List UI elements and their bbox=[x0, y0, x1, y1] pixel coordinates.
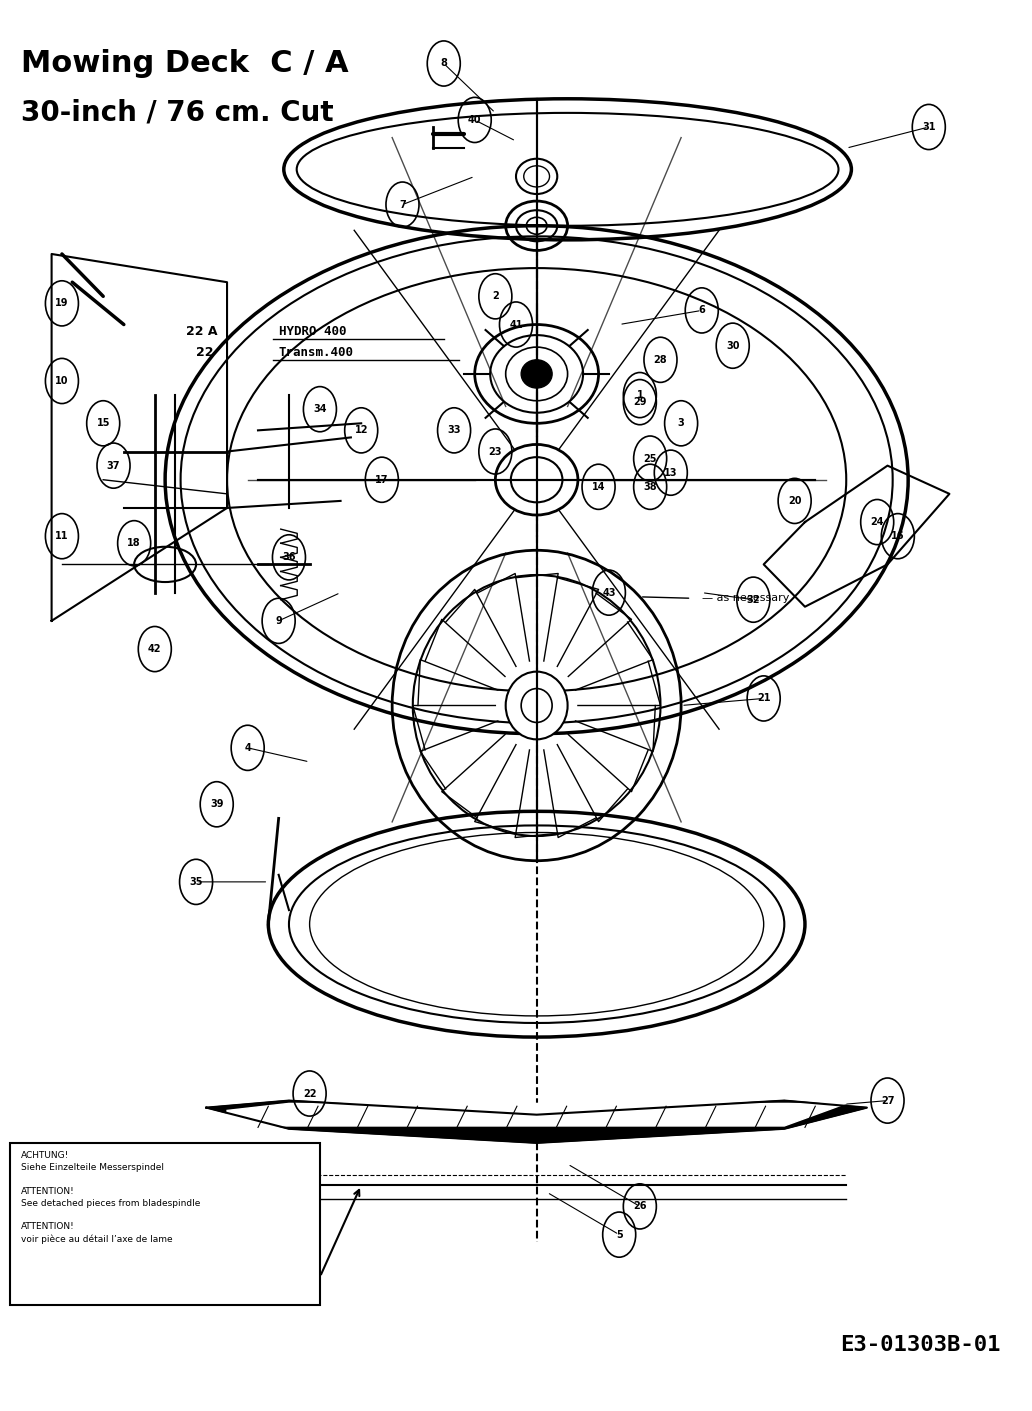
Text: Transm.400: Transm.400 bbox=[279, 346, 354, 360]
Text: 39: 39 bbox=[209, 799, 224, 810]
Text: 6: 6 bbox=[699, 305, 705, 316]
Text: 37: 37 bbox=[106, 460, 121, 471]
Text: 19: 19 bbox=[55, 298, 69, 309]
Text: 32: 32 bbox=[746, 594, 761, 605]
Text: 42: 42 bbox=[148, 643, 162, 655]
Ellipse shape bbox=[521, 360, 552, 388]
Text: 7: 7 bbox=[399, 199, 406, 210]
Text: 12: 12 bbox=[354, 425, 368, 436]
Text: — as necessary: — as necessary bbox=[702, 593, 789, 604]
Text: E3-01303B-01: E3-01303B-01 bbox=[840, 1335, 1001, 1355]
Text: 15: 15 bbox=[96, 418, 110, 429]
Text: 17: 17 bbox=[375, 474, 389, 485]
Polygon shape bbox=[52, 254, 227, 621]
Text: 2: 2 bbox=[492, 291, 498, 302]
Text: 41: 41 bbox=[509, 319, 523, 330]
Polygon shape bbox=[227, 1103, 846, 1126]
Polygon shape bbox=[206, 1101, 867, 1143]
Text: Mowing Deck  C / A: Mowing Deck C / A bbox=[21, 49, 348, 79]
Ellipse shape bbox=[506, 672, 568, 739]
Text: 20: 20 bbox=[787, 495, 802, 507]
Text: 21: 21 bbox=[756, 693, 771, 704]
Text: 8: 8 bbox=[441, 58, 447, 69]
Text: 30-inch / 76 cm. Cut: 30-inch / 76 cm. Cut bbox=[21, 99, 333, 127]
Polygon shape bbox=[764, 466, 949, 607]
Text: 30: 30 bbox=[725, 340, 740, 351]
Text: 3: 3 bbox=[678, 418, 684, 429]
Text: 36: 36 bbox=[282, 552, 296, 563]
Text: 13: 13 bbox=[664, 467, 678, 478]
Text: 22: 22 bbox=[302, 1088, 317, 1099]
Text: 1: 1 bbox=[637, 389, 643, 401]
Text: 5: 5 bbox=[616, 1229, 622, 1240]
Text: 27: 27 bbox=[880, 1095, 895, 1106]
Text: 25: 25 bbox=[643, 453, 657, 464]
Text: 22 A: 22 A bbox=[186, 325, 218, 339]
Text: 4: 4 bbox=[245, 742, 251, 753]
Text: 16: 16 bbox=[891, 531, 905, 542]
Text: 33: 33 bbox=[447, 425, 461, 436]
FancyBboxPatch shape bbox=[10, 1143, 320, 1305]
Text: 24: 24 bbox=[870, 516, 884, 528]
Text: 23: 23 bbox=[488, 446, 503, 457]
Text: 34: 34 bbox=[313, 404, 327, 415]
Ellipse shape bbox=[495, 444, 578, 515]
Text: 43: 43 bbox=[602, 587, 616, 598]
Text: 18: 18 bbox=[127, 538, 141, 549]
Text: 26: 26 bbox=[633, 1201, 647, 1212]
Text: 9: 9 bbox=[276, 615, 282, 626]
Text: 38: 38 bbox=[643, 481, 657, 492]
Text: 11: 11 bbox=[55, 531, 69, 542]
Text: 28: 28 bbox=[653, 354, 668, 365]
Text: 31: 31 bbox=[922, 121, 936, 133]
Text: 10: 10 bbox=[55, 375, 69, 387]
Text: 35: 35 bbox=[189, 876, 203, 888]
Text: ACHTUNG!
Siehe Einzelteile Messerspindel

ATTENTION!
See detached pieces from bl: ACHTUNG! Siehe Einzelteile Messerspindel… bbox=[21, 1151, 200, 1243]
Text: 22: 22 bbox=[196, 346, 214, 360]
Text: 40: 40 bbox=[467, 114, 482, 126]
Text: 29: 29 bbox=[633, 396, 647, 408]
Text: 14: 14 bbox=[591, 481, 606, 492]
Text: HYDRO 400: HYDRO 400 bbox=[279, 325, 346, 339]
